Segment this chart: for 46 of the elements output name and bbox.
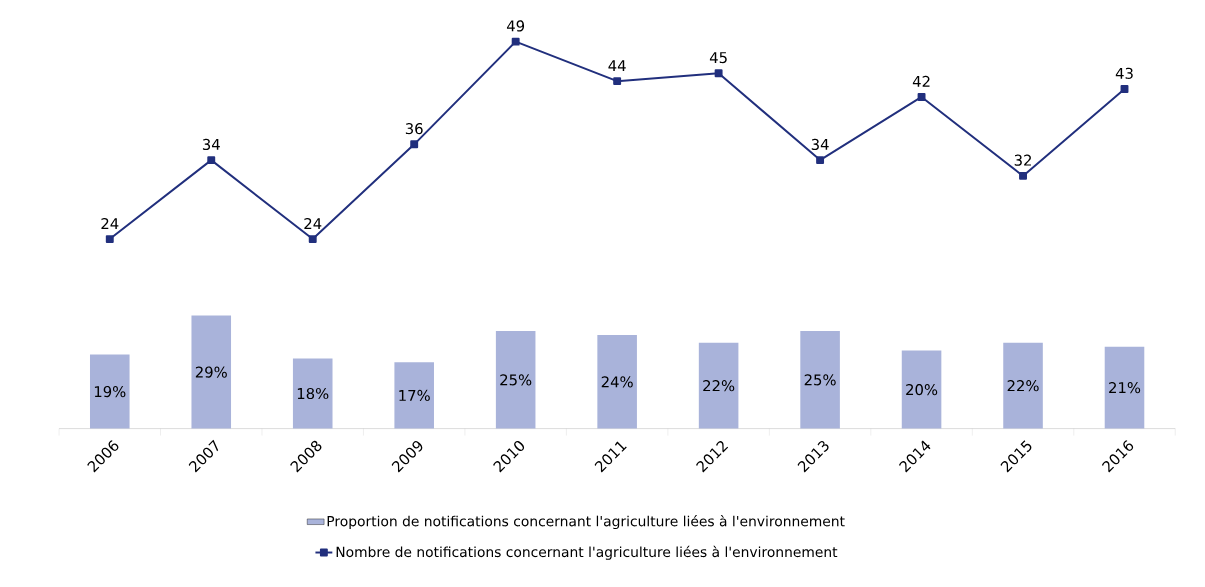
point <box>816 155 825 164</box>
bar <box>89 354 130 429</box>
data-label: 22% <box>1007 379 1039 392</box>
point <box>714 69 723 78</box>
data-label: 21% <box>1109 381 1141 394</box>
data-label: 25% <box>500 374 532 386</box>
data-label: 44 <box>608 60 626 71</box>
point <box>105 234 114 243</box>
bar <box>800 330 840 429</box>
data-label: 19% <box>94 385 126 397</box>
data-label: 22% <box>703 379 735 392</box>
point <box>613 77 622 85</box>
data-label: 45 <box>709 51 727 63</box>
bar <box>1104 346 1145 429</box>
data-label: 34 <box>202 138 220 150</box>
data-label: 17% <box>399 389 430 401</box>
point <box>308 234 317 243</box>
bar <box>394 362 434 429</box>
bar <box>292 358 333 429</box>
data-label: 24 <box>101 217 119 229</box>
bar <box>597 334 637 429</box>
data-label: 29% <box>195 366 227 378</box>
data-label: 32 <box>1014 154 1031 166</box>
data-label: 18% <box>297 387 329 399</box>
data-label: 20% <box>906 383 938 396</box>
bar <box>901 350 942 429</box>
data-label: 49 <box>506 20 525 32</box>
legend-label: Proportion de notifications concernant l'agriculture liées à l'environnement <box>327 514 845 529</box>
bar <box>1003 342 1043 429</box>
point <box>1120 84 1129 93</box>
point <box>511 37 520 46</box>
legend-label: Nombre de notifications concernant l'agriculture liées à l'environnement <box>336 545 838 560</box>
bar <box>191 315 232 429</box>
bar <box>698 342 739 429</box>
data-label: 25% <box>804 374 836 386</box>
data-label: 24 <box>304 217 322 229</box>
point <box>917 92 926 101</box>
data-label: 36 <box>405 122 423 135</box>
data-label: 42 <box>912 75 930 87</box>
data-label: 34 <box>811 138 829 150</box>
point <box>207 155 216 164</box>
point <box>410 140 419 149</box>
point <box>1019 171 1027 180</box>
data-label: 43 <box>1115 67 1133 79</box>
data-label: 24% <box>601 376 633 388</box>
bar <box>495 330 536 429</box>
